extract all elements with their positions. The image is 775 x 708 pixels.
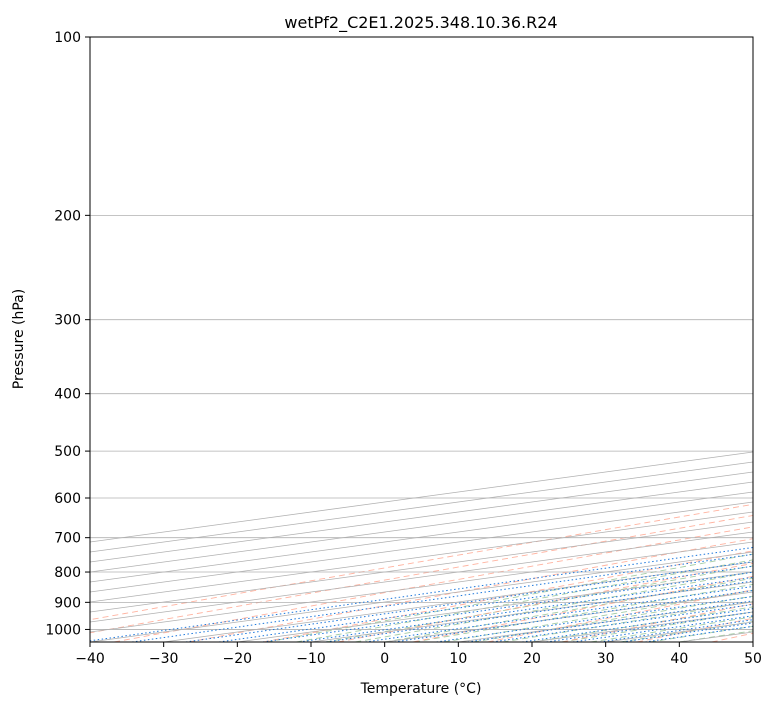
y-tick-label: 500 (54, 444, 81, 460)
x-tick-label: −20 (223, 651, 253, 667)
x-tick-label: 50 (744, 651, 762, 667)
dry-adiabat (338, 562, 753, 642)
isotherm-line (90, 491, 753, 583)
x-tick-label: −10 (296, 651, 326, 667)
isotherm-line (90, 461, 753, 553)
y-tick-label: 300 (54, 313, 81, 329)
y-tick-label: 800 (54, 565, 81, 581)
isotherm-line (90, 531, 753, 623)
y-tick-label: 600 (54, 491, 81, 507)
x-tick-label: −30 (149, 651, 179, 667)
mixing-ratio-line (436, 596, 753, 642)
dry-adiabat (188, 538, 753, 642)
x-axis: −40 −30 −20 −10 0 10 20 30 40 50 (75, 642, 762, 667)
plot-frame (89, 36, 754, 643)
dry-adiabat (90, 503, 753, 621)
isotherm-line (90, 501, 753, 593)
isotherm-line (90, 521, 753, 613)
isotherm-line (90, 481, 753, 573)
isotherm-line (90, 471, 753, 563)
isotherms (90, 451, 753, 642)
mixing-ratio-line (185, 561, 753, 642)
x-tick-label: 20 (523, 651, 541, 667)
mixing-ratio-line (467, 600, 753, 642)
x-tick-label: 0 (380, 651, 389, 667)
mixing-ratio-line (90, 546, 753, 642)
x-tick-label: 40 (670, 651, 688, 667)
x-tick-label: 10 (449, 651, 467, 667)
pressure-gridlines (90, 37, 753, 630)
mixing-ratio-line (522, 608, 753, 642)
chart-title: wetPf2_C2E1.2025.348.10.36.R24 (284, 13, 557, 33)
y-tick-label: 700 (54, 531, 81, 547)
mixing-ratio-line (492, 603, 753, 642)
dry-adiabat (412, 575, 753, 642)
dry-adiabat (114, 526, 753, 642)
y-tick-label: 900 (54, 595, 81, 611)
x-tick-label: 30 (597, 651, 615, 667)
y-tick-label: 400 (54, 387, 81, 403)
isotherm-line (90, 451, 753, 543)
y-tick-label: 200 (54, 208, 81, 224)
moist-adiabat (325, 565, 753, 642)
mixing-ratio-line (131, 553, 753, 642)
moist-adiabat (355, 571, 753, 642)
y-tick-label: 100 (54, 30, 81, 46)
y-tick-label: 1000 (45, 622, 81, 638)
x-tick-label: −40 (75, 651, 105, 667)
y-axis-title: Pressure (hPa) (11, 289, 27, 389)
mixing-ratio-lines (90, 546, 753, 642)
isotherm-line (90, 511, 753, 603)
y-axis: 100 200 300 400 500 600 700 800 900 1000 (45, 30, 90, 638)
x-axis-title: Temperature (°C) (360, 681, 482, 697)
plot-area: -100-90-80-70-60-50-40-30-20-10010203040… (90, 37, 753, 642)
dry-adiabats (90, 503, 753, 642)
